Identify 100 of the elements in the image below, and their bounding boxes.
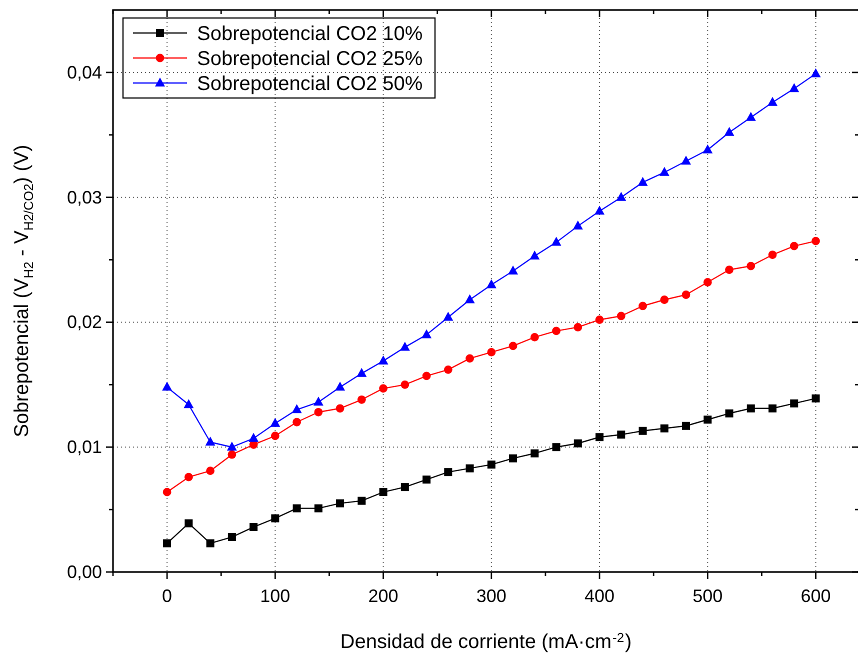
point — [487, 460, 496, 469]
point — [768, 250, 777, 259]
point — [206, 539, 214, 548]
point — [530, 333, 539, 342]
point — [574, 323, 582, 332]
point — [638, 302, 647, 310]
point — [552, 326, 560, 336]
point — [746, 262, 756, 270]
point — [616, 312, 626, 320]
point — [422, 372, 431, 380]
point — [725, 266, 734, 274]
point — [702, 144, 713, 154]
point — [660, 424, 668, 432]
point — [574, 439, 582, 448]
legend-label: Sobrepotencial CO2 50% — [197, 73, 423, 95]
x-tick-label: 100 — [260, 586, 290, 606]
point — [703, 278, 712, 286]
x-tick-label: 400 — [584, 586, 615, 606]
point — [638, 426, 647, 435]
point — [184, 399, 194, 408]
point — [292, 418, 301, 426]
point — [248, 432, 259, 442]
legend-label: Sobrepotencial CO2 25% — [197, 48, 423, 70]
point — [336, 404, 344, 413]
point — [313, 396, 324, 406]
point — [205, 436, 216, 446]
point — [464, 294, 475, 304]
point — [162, 382, 172, 391]
point — [228, 533, 236, 542]
point — [466, 354, 474, 363]
point — [250, 523, 258, 532]
x-tick-label: 200 — [368, 586, 398, 606]
y-tick-label: 0,01 — [66, 437, 102, 458]
point — [422, 329, 432, 338]
point — [400, 342, 410, 351]
point — [400, 380, 410, 389]
point — [660, 296, 669, 304]
x-tick-label: 500 — [692, 586, 723, 606]
point — [443, 312, 454, 321]
point — [184, 472, 193, 482]
point — [270, 418, 280, 427]
point — [314, 408, 323, 416]
y-tick-label: 0,00 — [66, 562, 102, 582]
point — [596, 433, 604, 442]
point — [551, 236, 562, 246]
point — [444, 468, 452, 476]
x-tick-label: 300 — [476, 586, 506, 606]
point — [812, 236, 820, 246]
point — [358, 496, 366, 505]
point — [487, 348, 496, 356]
point — [704, 416, 712, 424]
point — [466, 464, 474, 472]
point — [379, 384, 388, 393]
point — [400, 483, 409, 492]
point — [617, 430, 626, 439]
point — [271, 514, 280, 522]
point — [357, 395, 366, 404]
point — [638, 176, 648, 186]
point — [790, 242, 798, 250]
legend-label: Sobrepotencial CO2 10% — [197, 23, 423, 45]
x-axis-title: Densidad de corriente (mA·cm$^{-2}$) — [340, 630, 632, 653]
point — [356, 368, 367, 377]
point — [184, 519, 193, 528]
point — [595, 316, 604, 324]
point — [314, 504, 322, 512]
y-tick-label: 0,03 — [66, 187, 102, 208]
point — [486, 279, 496, 288]
point — [790, 399, 798, 408]
point — [509, 454, 518, 462]
point — [552, 443, 560, 452]
point — [378, 355, 388, 364]
point — [682, 422, 690, 430]
point — [594, 206, 605, 215]
point — [659, 166, 670, 176]
point — [162, 488, 172, 496]
point — [768, 96, 778, 106]
point — [163, 539, 172, 548]
x-tick-label: 600 — [800, 586, 831, 606]
point — [336, 499, 344, 508]
point — [682, 290, 690, 299]
point — [292, 404, 302, 414]
point — [572, 220, 583, 230]
point — [725, 409, 734, 418]
y-tick-label: 0,04 — [66, 62, 102, 82]
point — [508, 342, 518, 350]
point — [530, 250, 540, 260]
point — [270, 432, 280, 440]
point — [812, 394, 820, 402]
point — [810, 68, 821, 78]
point — [444, 365, 452, 374]
point — [226, 442, 237, 451]
point — [616, 192, 626, 201]
x-tick-label: 0 — [162, 586, 172, 606]
point — [530, 449, 539, 458]
point — [681, 156, 692, 165]
point — [228, 450, 236, 459]
point — [422, 476, 431, 484]
point — [379, 488, 388, 496]
point — [746, 404, 755, 412]
point — [789, 83, 800, 92]
